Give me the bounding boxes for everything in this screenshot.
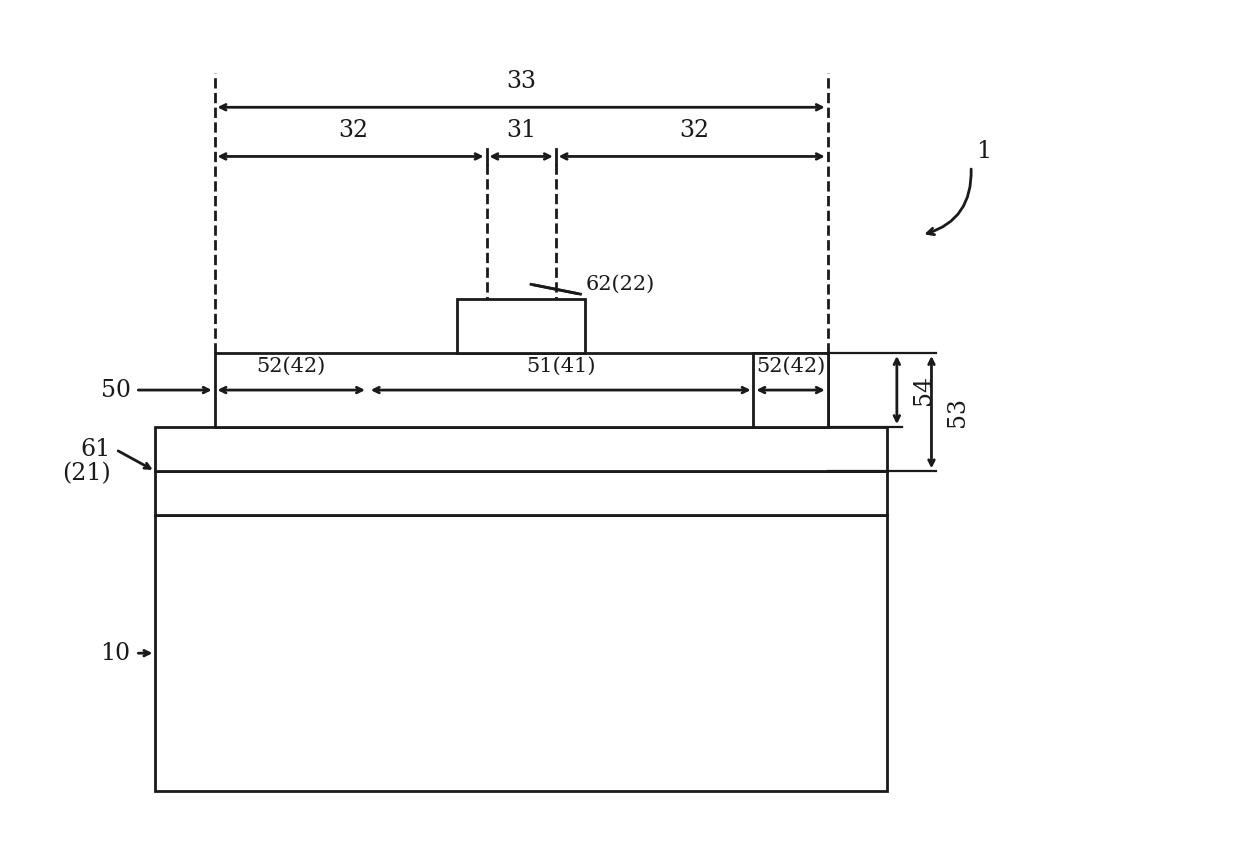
- Text: 33: 33: [506, 69, 536, 92]
- Text: 31: 31: [506, 119, 536, 141]
- Text: 50: 50: [100, 379, 130, 401]
- Bar: [155, 516, 887, 791]
- Bar: [155, 427, 887, 471]
- Text: 52(42): 52(42): [257, 357, 326, 376]
- Bar: [215, 353, 827, 427]
- Text: (21): (21): [62, 462, 110, 485]
- Text: 61: 61: [81, 438, 110, 461]
- Text: 53: 53: [946, 397, 970, 427]
- Bar: [754, 353, 827, 427]
- Text: 10: 10: [100, 642, 130, 665]
- Text: 32: 32: [680, 119, 709, 141]
- Text: 1: 1: [976, 140, 991, 163]
- Text: 52(42): 52(42): [756, 357, 825, 376]
- FancyArrowPatch shape: [928, 169, 971, 235]
- Text: 54: 54: [911, 375, 935, 405]
- Bar: [456, 299, 585, 353]
- Text: 51(41): 51(41): [526, 357, 595, 376]
- Text: 62(22): 62(22): [585, 274, 655, 294]
- Text: 32: 32: [339, 119, 368, 141]
- Bar: [155, 471, 887, 516]
